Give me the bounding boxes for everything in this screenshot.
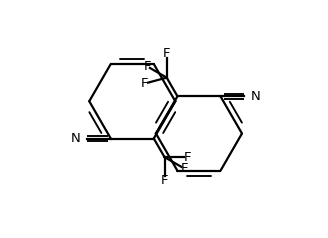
Text: F: F [183, 151, 191, 164]
Text: F: F [163, 47, 171, 60]
Text: F: F [180, 162, 188, 175]
Text: N: N [71, 132, 81, 145]
Text: N: N [251, 90, 260, 103]
Text: F: F [161, 174, 168, 187]
Text: F: F [143, 60, 151, 73]
Text: F: F [141, 77, 149, 90]
